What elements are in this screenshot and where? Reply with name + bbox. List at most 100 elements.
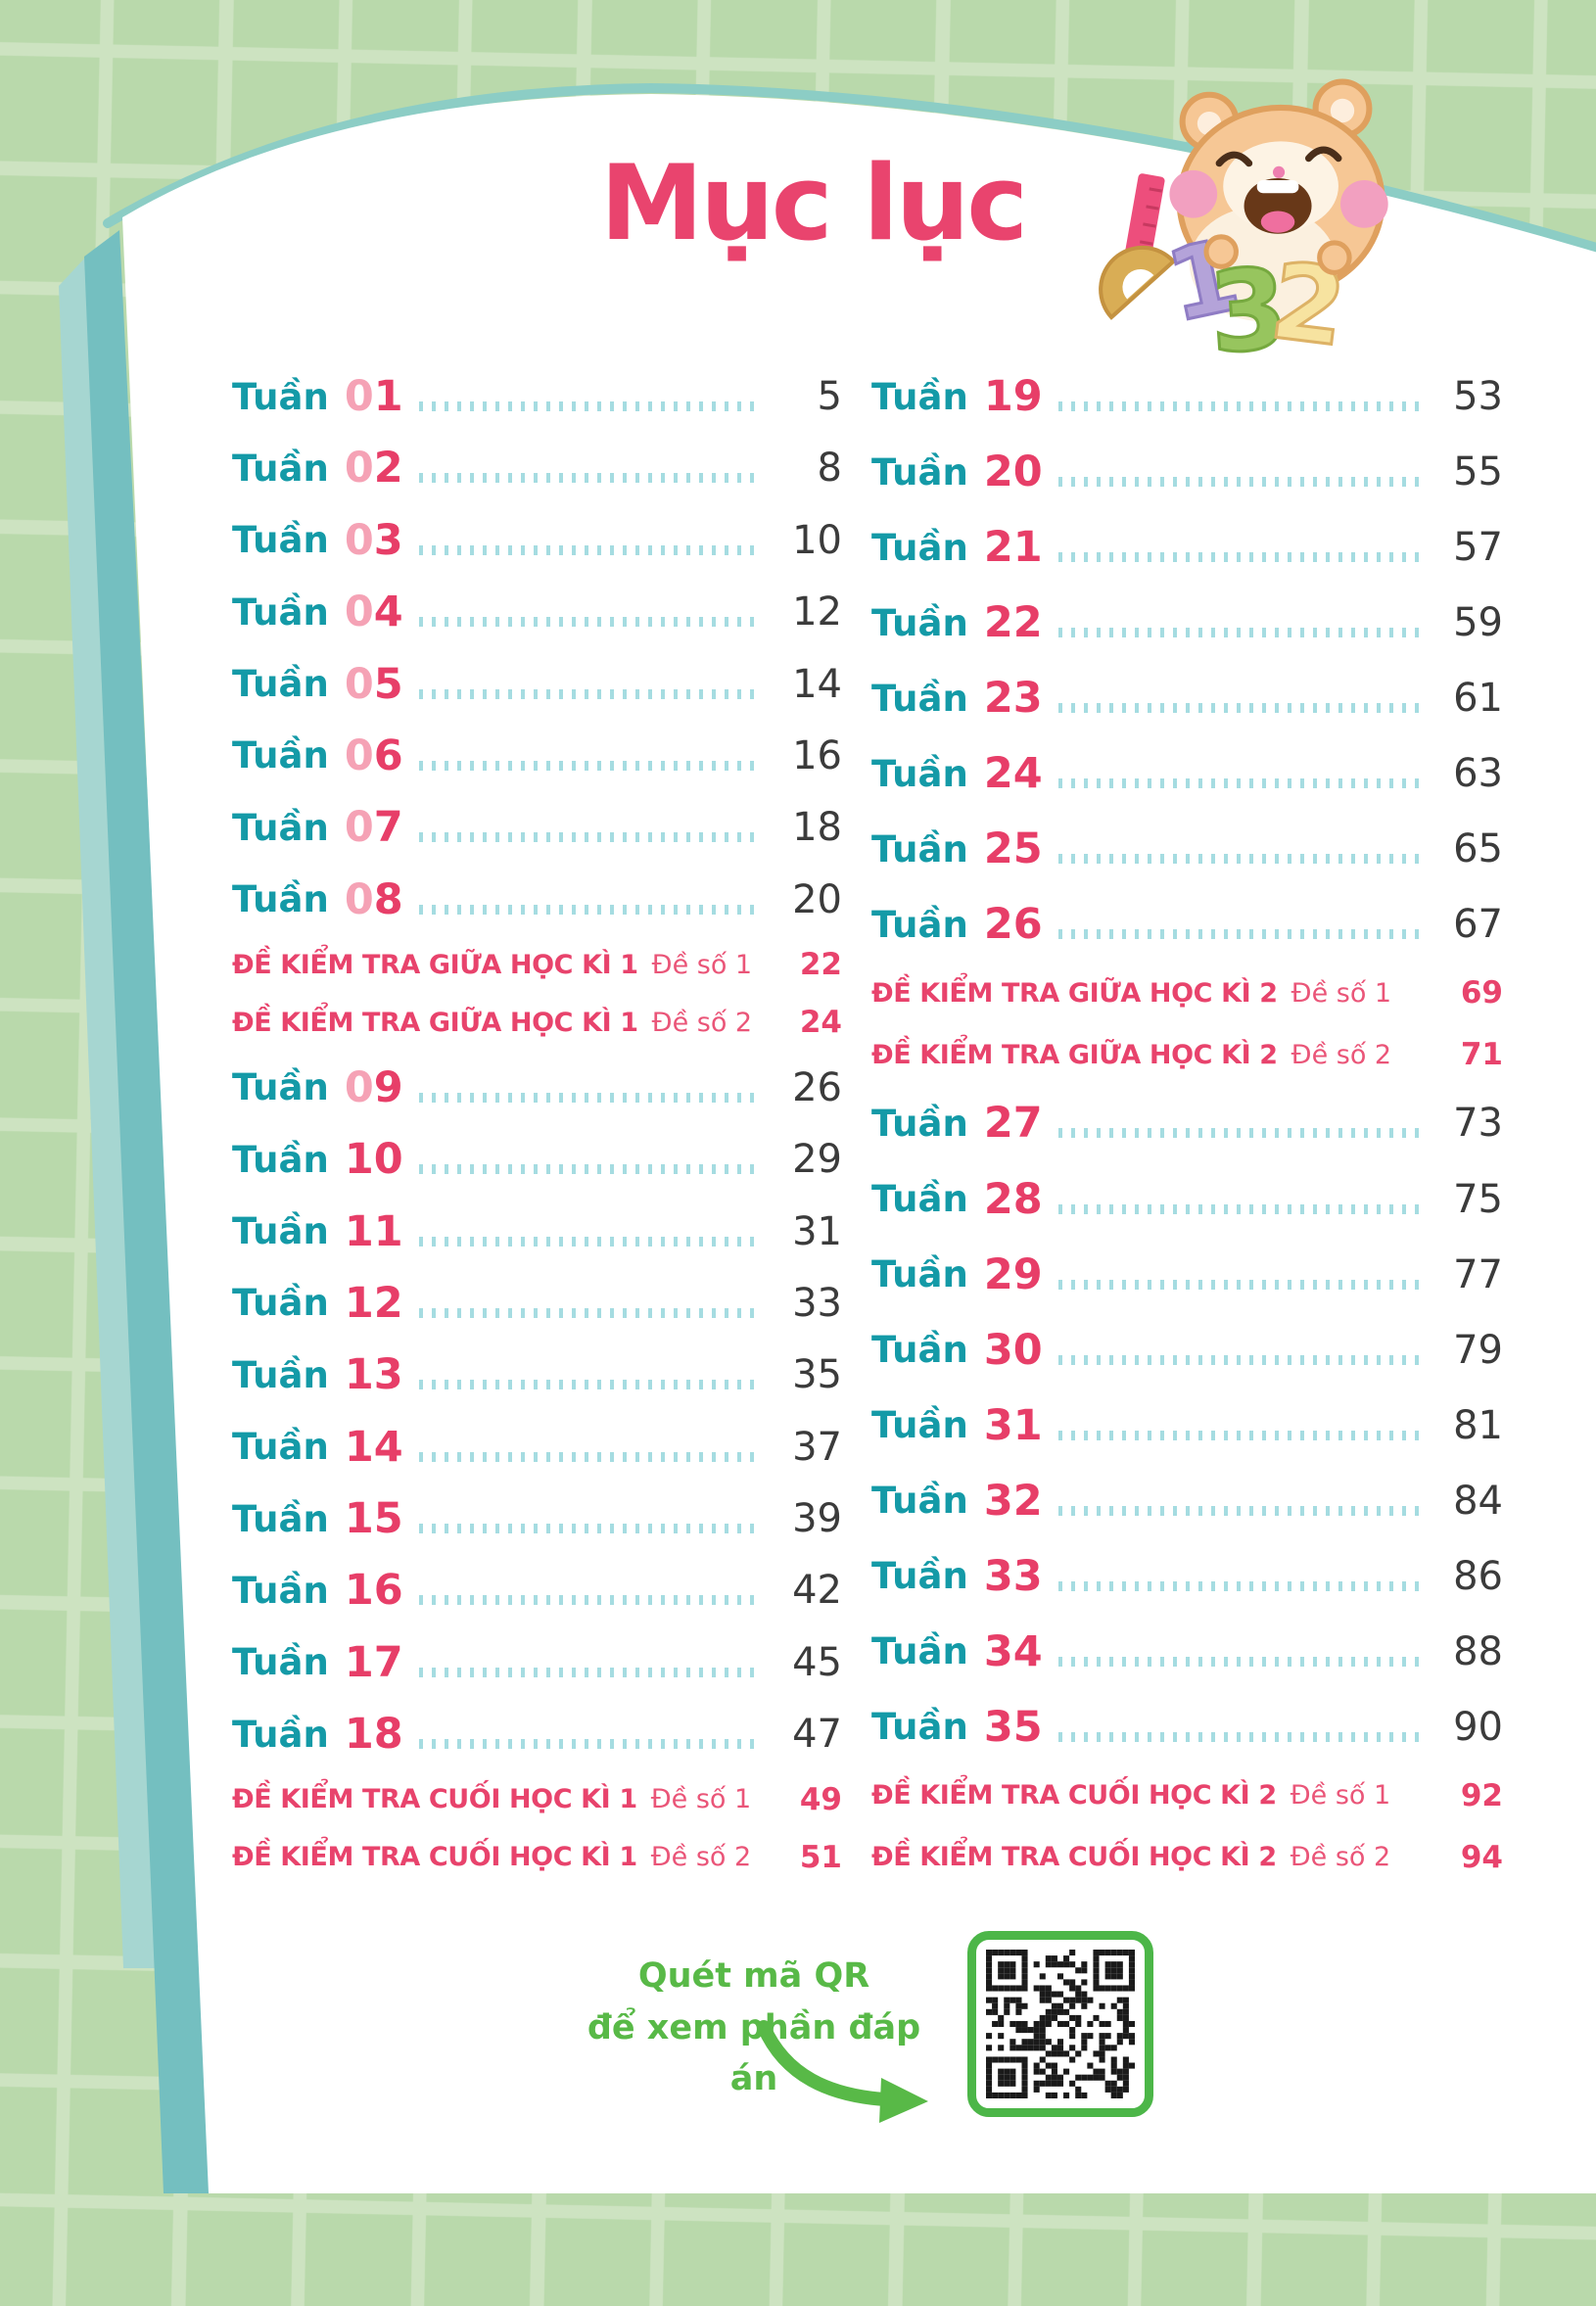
page-number: 49 <box>799 1781 842 1817</box>
toc-row-exam[interactable]: ĐỀ KIỂM TRA CUỐI HỌC KÌ 1 Đề số 1 49 <box>232 1782 842 1817</box>
dot-leader <box>418 760 762 771</box>
toc-row-week[interactable]: Tuần 09 26 <box>232 1063 842 1112</box>
toc-row-week[interactable]: Tuần 21 57 <box>871 523 1503 572</box>
week-number: 08 <box>344 874 403 924</box>
week-label: Tuần <box>871 1329 968 1372</box>
week-number: 31 <box>983 1400 1043 1450</box>
toc-row-week[interactable]: Tuần 24 63 <box>871 749 1503 798</box>
toc-row-week[interactable]: Tuần 20 55 <box>871 447 1503 496</box>
toc-row-week[interactable]: Tuần 27 73 <box>871 1099 1503 1148</box>
toc-row-week[interactable]: Tuần 18 47 <box>232 1710 842 1759</box>
toc-row-exam[interactable]: ĐỀ KIỂM TRA GIỮA HỌC KÌ 1 Đề số 1 22 <box>232 947 842 982</box>
toc-row-week[interactable]: Tuần 35 90 <box>871 1703 1503 1752</box>
qr-caption-line2: để xem phần đáp án <box>587 2007 921 2099</box>
mascot-cheek-left <box>1169 169 1218 218</box>
dot-leader <box>1057 1203 1423 1214</box>
week-label: Tuần <box>871 827 968 871</box>
page-number: 29 <box>792 1137 842 1183</box>
toc-row-week[interactable]: Tuần 17 45 <box>232 1638 842 1687</box>
dot-leader <box>1057 1731 1423 1742</box>
page-number: 53 <box>1453 374 1503 419</box>
week-number: 35 <box>983 1702 1043 1752</box>
week-number: 04 <box>344 588 403 637</box>
toc-row-week[interactable]: Tuần 10 29 <box>232 1135 842 1184</box>
page-number: 63 <box>1453 751 1503 797</box>
page-number: 69 <box>1460 975 1503 1012</box>
toc-row-exam[interactable]: ĐỀ KIỂM TRA GIỮA HỌC KÌ 2 Đề số 1 69 <box>871 975 1503 1011</box>
toc-row-week[interactable]: Tuần 08 20 <box>232 875 842 924</box>
toc-row-week[interactable]: Tuần 03 10 <box>232 516 842 565</box>
toc-row-week[interactable]: Tuần 32 84 <box>871 1477 1503 1526</box>
toc-row-exam[interactable]: ĐỀ KIỂM TRA GIỮA HỌC KÌ 2 Đề số 2 71 <box>871 1037 1503 1072</box>
week-number: 17 <box>344 1637 403 1687</box>
week-label: Tuần <box>232 663 329 705</box>
week-label: Tuần <box>871 1555 968 1598</box>
toc-row-week[interactable]: Tuần 29 77 <box>871 1250 1503 1299</box>
toc-column-right: Tuần 19 53 Tuần 20 55 Tuần 21 57 Tuần 22 59 Tuần 23 61… <box>871 372 1503 1875</box>
toc-row-week[interactable]: Tuần 05 14 <box>232 660 842 709</box>
page-number: 94 <box>1460 1839 1503 1875</box>
toc-row-exam[interactable]: ĐỀ KIỂM TRA CUỐI HỌC KÌ 1 Đề số 2 51 <box>232 1840 842 1875</box>
week-number: 01 <box>344 372 403 421</box>
toc-row-week[interactable]: Tuần 28 75 <box>871 1175 1503 1224</box>
qr-caption: Quét mã QR để xem phần đáp án <box>563 1951 945 2105</box>
week-label: Tuần <box>232 1641 329 1684</box>
mascot-eyes <box>1215 146 1342 167</box>
week-label: Tuần <box>871 677 968 720</box>
exam-sub-label: Đề số 1 <box>650 1784 752 1814</box>
week-label: Tuần <box>232 590 329 634</box>
exam-label: ĐỀ KIỂM TRA GIỮA HỌC KÌ 2 <box>871 977 1278 1009</box>
toc-row-exam[interactable]: ĐỀ KIỂM TRA CUỐI HỌC KÌ 2 Đề số 1 92 <box>871 1778 1503 1813</box>
page-number: 10 <box>792 517 842 563</box>
week-number: 15 <box>344 1494 403 1543</box>
toc-row-exam[interactable]: ĐỀ KIỂM TRA CUỐI HỌC KÌ 2 Đề số 2 94 <box>871 1840 1503 1875</box>
page-number: 35 <box>792 1352 842 1398</box>
toc-row-week[interactable]: Tuần 01 5 <box>232 372 842 421</box>
toc-row-week[interactable]: Tuần 22 59 <box>871 598 1503 647</box>
exam-label: ĐỀ KIỂM TRA CUỐI HỌC KÌ 1 <box>232 1842 637 1873</box>
week-number: 29 <box>983 1249 1043 1299</box>
toc-row-week[interactable]: Tuần 04 12 <box>232 588 842 636</box>
page-number: 73 <box>1453 1101 1503 1147</box>
toc-row-week[interactable]: Tuần 07 18 <box>232 803 842 852</box>
week-label: Tuần <box>871 450 968 494</box>
dot-leader <box>418 1236 762 1247</box>
toc-row-week[interactable]: Tuần 06 16 <box>232 731 842 780</box>
toc-row-week[interactable]: Tuần 11 31 <box>232 1207 842 1256</box>
page-number: 57 <box>1453 525 1503 571</box>
toc-row-week[interactable]: Tuần 34 88 <box>871 1627 1503 1676</box>
toc-row-week[interactable]: Tuần 26 67 <box>871 900 1503 949</box>
toc-row-week[interactable]: Tuần 16 42 <box>232 1566 842 1615</box>
toc-row-week[interactable]: Tuần 19 53 <box>871 372 1503 421</box>
toc-row-week[interactable]: Tuần 23 61 <box>871 674 1503 723</box>
toc-row-week[interactable]: Tuần 25 65 <box>871 824 1503 873</box>
week-label: Tuần <box>232 1426 329 1469</box>
toc-row-week[interactable]: Tuần 02 8 <box>232 444 842 493</box>
page-number: 59 <box>1453 600 1503 646</box>
toc-row-week[interactable]: Tuần 12 33 <box>232 1279 842 1328</box>
toc-row-week[interactable]: Tuần 13 35 <box>232 1350 842 1399</box>
week-number: 03 <box>344 515 403 565</box>
exam-sub-label: Đề số 1 <box>1290 1780 1391 1812</box>
toc-row-week[interactable]: Tuần 33 86 <box>871 1552 1503 1601</box>
week-number: 26 <box>983 900 1043 950</box>
mascot-paw-right <box>1317 240 1352 275</box>
page-number: 92 <box>1460 1777 1503 1813</box>
week-number-leading-zero: 0 <box>344 1062 374 1112</box>
week-number: 11 <box>344 1206 403 1256</box>
week-label: Tuần <box>871 1102 968 1145</box>
toc-row-week[interactable]: Tuần 15 39 <box>232 1494 842 1543</box>
toc-row-week[interactable]: Tuần 31 81 <box>871 1401 1503 1450</box>
week-number: 07 <box>344 803 403 853</box>
dot-leader <box>1057 628 1423 638</box>
toc-row-week[interactable]: Tuần 14 37 <box>232 1423 842 1472</box>
hamster-mascot-illustration: 1 3 2 <box>1099 78 1388 360</box>
week-label: Tuần <box>871 1253 968 1296</box>
week-number-leading-zero: 0 <box>344 874 374 924</box>
exam-sub-label: Đề số 2 <box>1291 1039 1392 1070</box>
toc-row-exam[interactable]: ĐỀ KIỂM TRA GIỮA HỌC KÌ 1 Đề số 2 24 <box>232 1005 842 1040</box>
dot-leader <box>418 1164 762 1175</box>
week-number: 18 <box>344 1710 403 1760</box>
qr-code[interactable] <box>967 1931 1153 2117</box>
toc-row-week[interactable]: Tuần 30 79 <box>871 1326 1503 1375</box>
